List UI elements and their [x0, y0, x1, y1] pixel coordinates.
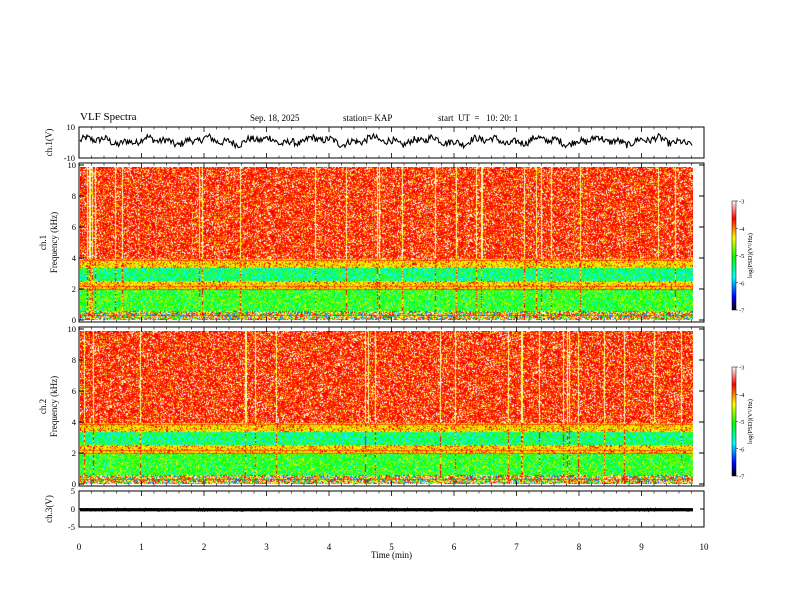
colorbar-tick-label: -4	[739, 392, 745, 399]
spectrogram-image	[80, 167, 693, 320]
y-axis-label: ch.3(V)	[44, 495, 54, 523]
y-axis-label-frequency: Frequency (kHz)	[49, 212, 59, 273]
x-tick-label: 0	[77, 542, 82, 552]
y-axis-label-channel: ch.1	[38, 235, 48, 250]
colorbar-tick-label: -6	[739, 280, 745, 287]
x-tick-label: 7	[514, 542, 519, 552]
colorbar-tick-label: -7	[739, 308, 745, 315]
y-tick-label: 4	[72, 417, 77, 427]
colorbar-1: -3 -4 -5 -6 -7 log(PSD)(V²/Hz)	[731, 199, 754, 315]
x-tick-label: 4	[327, 542, 332, 552]
y-tick-label: 8	[72, 355, 76, 365]
series-band	[80, 508, 693, 512]
y-axis-label: ch.1(V)	[44, 129, 54, 157]
x-tick-label: 6	[452, 542, 457, 552]
date-label: Sep. 18, 2025	[250, 113, 300, 123]
y-tick-label: 10	[68, 324, 77, 334]
chart-title: VLF Spectra	[80, 111, 137, 123]
spectrogram-image	[80, 331, 693, 484]
y-axis-label-channel: ch.2	[38, 399, 48, 414]
x-tick-label: 8	[577, 542, 582, 552]
y-axis-label-frequency: Frequency (kHz)	[49, 376, 59, 437]
colorbar-tick-label: -4	[739, 226, 745, 233]
y-tick-label: 8	[72, 191, 76, 201]
x-tick-label: 3	[264, 542, 269, 552]
colorbar-tick-label: -3	[739, 199, 744, 206]
colorbar-gradient	[731, 200, 737, 311]
y-tick-label: 10	[68, 160, 77, 170]
colorbar-2: -3 -4 -5 -6 -7 log(PSD)(V²/Hz)	[731, 365, 754, 481]
x-tick-label: 5	[389, 542, 394, 552]
colorbar-gradient	[731, 366, 737, 477]
ch3-waveform-panel: 5 0 -5 ch.3(V)	[44, 486, 705, 532]
colorbar-label: log(PSD)(V²/Hz)	[747, 399, 754, 444]
y-tick-label: 0	[72, 315, 76, 325]
y-tick-label: 5	[71, 486, 75, 496]
x-tick-label: 10	[700, 542, 710, 552]
station-label: station= KAP	[343, 113, 393, 123]
ch1-waveform-panel: 10 -10 ch.1(V)	[44, 122, 705, 163]
colorbar-label: log(PSD)(V²/Hz)	[747, 233, 754, 278]
ch1-spectrogram-panel: 0 2 4 6 8 10 ch.1 Frequency (kHz)	[38, 160, 705, 325]
time-axis: 0 1 2 3 4 5 6 7 8 9 10 Time (min)	[77, 542, 709, 560]
colorbar-tick-label: -3	[739, 365, 744, 372]
ch2-spectrogram-panel: 0 2 4 6 8 10 ch.2 Frequency (kHz)	[38, 324, 705, 489]
y-tick-label: 6	[72, 386, 76, 396]
y-tick-label: -10	[64, 153, 75, 163]
colorbar-tick-label: -6	[739, 446, 745, 453]
x-axis-label: Time (min)	[371, 550, 412, 560]
colorbar-tick-label: -5	[739, 419, 744, 426]
y-tick-label: -5	[68, 522, 75, 532]
colorbar-tick-label: -7	[739, 474, 745, 481]
start-time-label: start UT = 10: 20: 1	[438, 113, 519, 123]
y-tick-label: 10	[67, 122, 76, 132]
series-line	[79, 132, 693, 150]
y-tick-label: 2	[72, 448, 76, 458]
colorbar-tick-label: -5	[739, 253, 744, 260]
y-tick-label: 0	[72, 479, 76, 489]
y-tick-label: 4	[72, 253, 77, 263]
x-tick-label: 9	[639, 542, 644, 552]
y-tick-label: 0	[71, 504, 75, 514]
y-tick-label: 6	[72, 222, 76, 232]
x-tick-label: 1	[139, 542, 144, 552]
y-tick-label: 2	[72, 284, 76, 294]
x-tick-label: 2	[202, 542, 207, 552]
